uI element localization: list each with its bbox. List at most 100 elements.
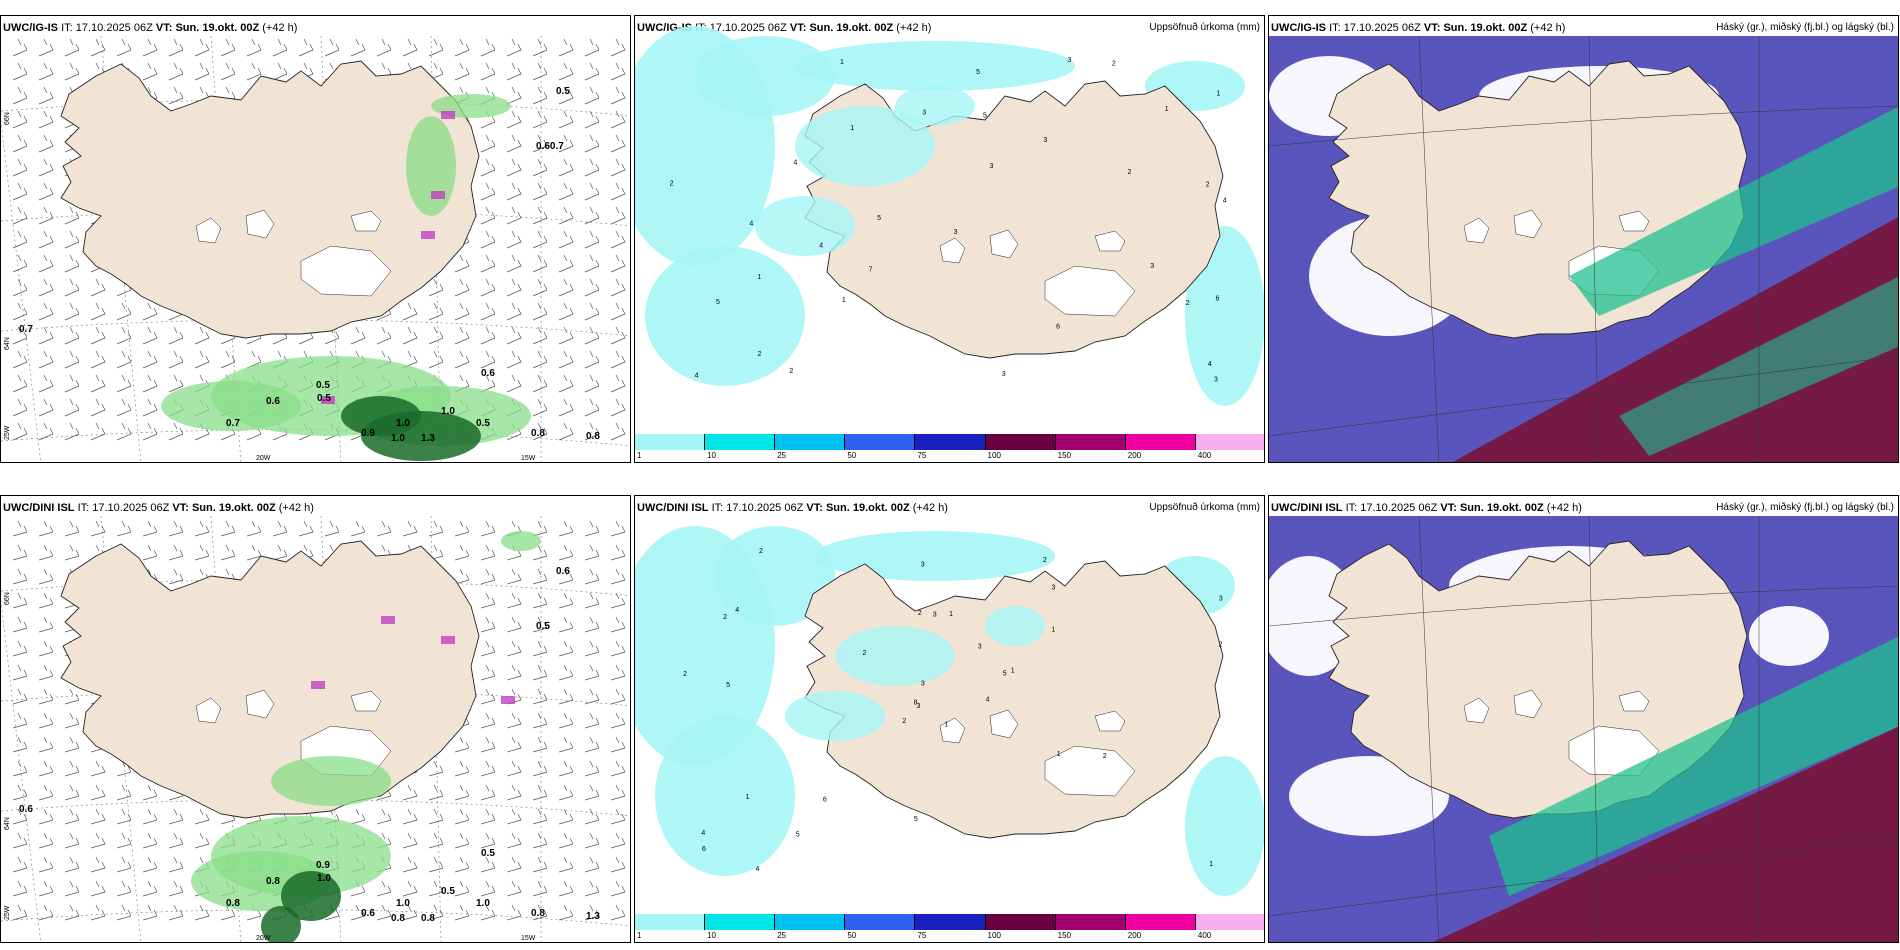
glacier	[245, 689, 275, 719]
wind-barb	[12, 640, 28, 657]
wind-barb	[558, 616, 574, 633]
graticule-line	[1418, 515, 1440, 942]
wind-barb	[38, 784, 54, 801]
wind-barb	[584, 520, 600, 537]
wind-barb	[532, 616, 548, 633]
wind-barb	[376, 904, 392, 921]
wind-barb	[610, 664, 626, 681]
wind-barb	[532, 832, 548, 849]
precip-amount-label: 3	[921, 680, 925, 687]
panel-ig-precip: UWC/IG-IS IT: 17.10.2025 06Z VT: Sun. 19…	[634, 15, 1265, 463]
wind-barb	[38, 38, 54, 57]
wind-barb	[298, 520, 314, 537]
precip-amount-label: 2	[1112, 60, 1116, 67]
wind-barb	[506, 784, 522, 801]
legend-value: 1	[637, 931, 642, 940]
wind-barb	[142, 38, 158, 57]
wind-barb	[506, 760, 522, 777]
panel-dini-precip: UWC/DINI ISL IT: 17.10.2025 06Z VT: Sun.…	[634, 495, 1265, 943]
precip-value-label: 0.5	[481, 848, 495, 859]
glacier	[1044, 265, 1136, 317]
wind-barb	[610, 182, 626, 201]
precip-amount-label: 2	[1206, 182, 1210, 189]
wind-barb	[142, 374, 158, 393]
wind-barb	[480, 664, 496, 681]
precip-amount-label: 4	[749, 221, 753, 228]
precip-value-label: 1.0	[476, 898, 490, 909]
precip-amount-label: 2	[789, 368, 793, 375]
longitude-label: 20W	[256, 935, 271, 942]
wind-barb	[38, 206, 54, 225]
wind-barb	[480, 592, 496, 609]
wind-barb	[38, 86, 54, 105]
precip-value-label: 0.9	[316, 860, 330, 871]
wind-barb	[584, 278, 600, 297]
precip-value-label: 0.9	[361, 428, 375, 439]
snow-marker	[381, 616, 395, 624]
wind-barb	[558, 38, 574, 57]
wind-barb	[12, 832, 28, 849]
panel-ig-wind: UWC/IG-IS IT: 17.10.2025 06Z VT: Sun. 19…	[0, 15, 631, 463]
precip-area	[795, 106, 935, 186]
wind-barb	[480, 182, 496, 201]
wind-barb	[584, 664, 600, 681]
wind-barb	[558, 808, 574, 825]
wind-barb	[454, 38, 470, 57]
precip-amount-label: 2	[1127, 169, 1131, 176]
wind-barb	[610, 520, 626, 537]
wind-barb	[194, 808, 210, 825]
precip-value-label: 0.60.7	[536, 141, 564, 152]
precip-area	[271, 756, 391, 806]
precip-amount-label: 1	[850, 125, 854, 132]
wind-barb	[402, 326, 418, 345]
legend-value: 150	[1057, 451, 1072, 460]
wind-barb	[506, 326, 522, 345]
wind-barb	[584, 254, 600, 273]
wind-barb	[64, 784, 80, 801]
wind-barb	[610, 712, 626, 729]
wind-barb	[506, 62, 522, 81]
wind-barb	[584, 302, 600, 321]
wind-barb	[480, 712, 496, 729]
glacier	[195, 217, 222, 244]
wind-barb	[246, 520, 262, 537]
legend-swatch	[1195, 434, 1264, 450]
legend-swatch	[775, 434, 846, 450]
wind-barb	[12, 736, 28, 753]
precip-amount-label: 4	[756, 866, 760, 873]
wind-barb	[506, 206, 522, 225]
wind-barb	[454, 254, 470, 273]
precip-area	[161, 381, 301, 431]
wind-barb	[324, 38, 340, 57]
wind-barb	[558, 206, 574, 225]
glacier	[1463, 217, 1490, 244]
glacier	[300, 245, 392, 297]
wind-barb	[116, 784, 132, 801]
wind-barb	[610, 808, 626, 825]
glacier	[1618, 210, 1650, 232]
wind-barb	[168, 856, 184, 873]
wind-barb	[142, 350, 158, 369]
wind-barb	[12, 568, 28, 585]
wind-barb	[38, 640, 54, 657]
wind-barb	[506, 664, 522, 681]
wind-barb	[454, 302, 470, 321]
wind-barb	[610, 374, 626, 393]
glacier	[350, 690, 382, 712]
wind-barb	[38, 808, 54, 825]
wind-barb	[350, 808, 366, 825]
wind-barb	[38, 616, 54, 633]
precip-amount-label: 2	[1186, 300, 1190, 307]
wind-barb	[610, 206, 626, 225]
legend-swatch	[845, 914, 916, 930]
wind-barb	[584, 326, 600, 345]
wind-barb	[90, 856, 106, 873]
wind-barb	[584, 568, 600, 585]
panel-header: UWC/DINI ISL IT: 17.10.2025 06Z VT: Sun.…	[3, 502, 314, 514]
wind-barb	[506, 808, 522, 825]
wind-barb	[12, 158, 28, 177]
precip-value-label: 0.5	[316, 380, 330, 391]
wind-barb	[12, 904, 28, 921]
graticule-line	[1, 118, 42, 462]
wind-barb	[428, 904, 444, 921]
